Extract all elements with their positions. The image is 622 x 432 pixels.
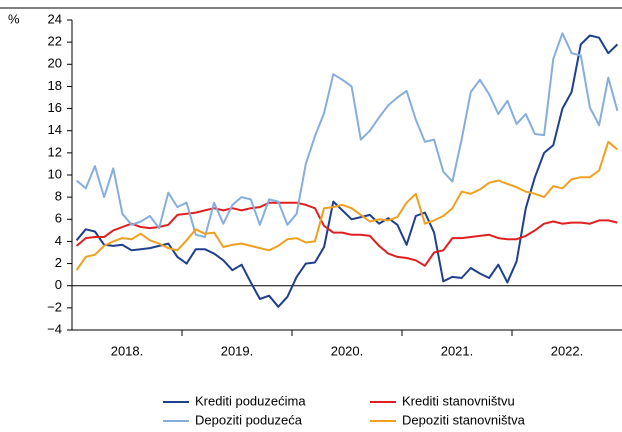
legend-label: Depoziti stanovništva [402, 412, 526, 427]
y-tick-label: 4 [55, 233, 62, 248]
y-tick-label: 6 [55, 211, 62, 226]
y-tick-label: 10 [48, 166, 62, 181]
x-tick-label: 2021. [441, 343, 474, 358]
y-tick-label: 24 [48, 11, 62, 26]
x-tick-label: 2020. [331, 343, 364, 358]
y-tick-label: 16 [48, 100, 62, 115]
y-tick-label: 22 [48, 34, 62, 49]
line-series [75, 32, 619, 238]
y-tick-label: 18 [48, 78, 62, 93]
y-tick-label: −4 [47, 321, 62, 336]
x-tick-label: 2022. [551, 343, 584, 358]
y-axis-label: % [8, 11, 20, 26]
y-tick-label: 14 [48, 122, 62, 137]
line-series [75, 201, 618, 267]
legend-label: Krediti poduzećima [195, 393, 306, 408]
y-tick-label: 0 [55, 277, 62, 292]
y-tick-label: 2 [55, 255, 62, 270]
x-tick-label: 2019. [221, 343, 254, 358]
legend-label: Depoziti poduzeća [195, 412, 303, 427]
y-tick-label: 8 [55, 189, 62, 204]
y-tick-label: −2 [47, 299, 62, 314]
y-tick-label: 12 [48, 144, 62, 159]
line-series [75, 34, 619, 308]
y-tick-label: 20 [48, 56, 62, 71]
x-tick-label: 2018. [111, 343, 144, 358]
legend-label: Krediti stanovništvu [402, 393, 515, 408]
line-series [75, 140, 619, 271]
